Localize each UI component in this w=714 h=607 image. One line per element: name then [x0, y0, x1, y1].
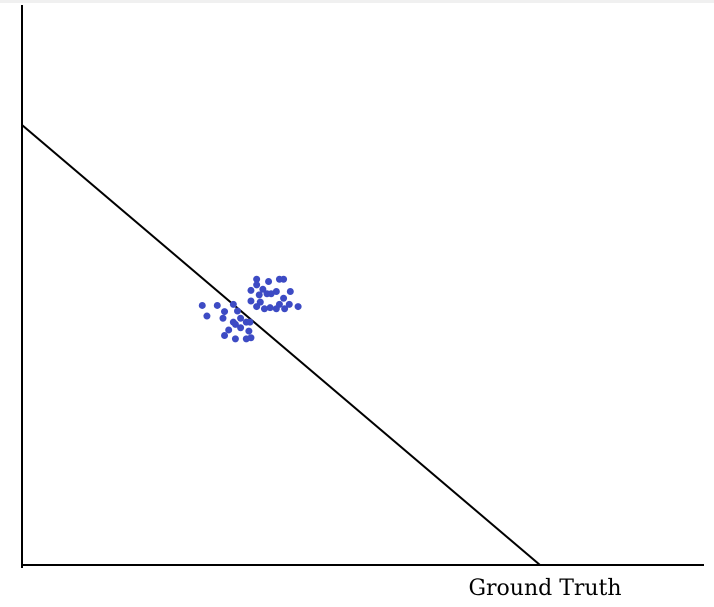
data-point — [272, 305, 280, 313]
data-point — [237, 324, 245, 332]
data-point — [229, 300, 237, 308]
data-point — [242, 335, 250, 343]
x-axis-label: Ground Truth — [468, 576, 621, 601]
data-point — [213, 301, 221, 309]
data-point — [253, 303, 261, 311]
data-point — [281, 305, 289, 313]
data-point — [237, 314, 245, 322]
data-point — [294, 303, 302, 311]
window-top-border — [0, 0, 714, 3]
data-point — [285, 300, 293, 308]
data-point — [255, 291, 263, 299]
data-point — [265, 278, 273, 286]
data-point — [253, 275, 261, 283]
data-point — [286, 288, 294, 296]
data-points — [198, 275, 302, 343]
data-point — [266, 304, 274, 312]
data-point — [246, 318, 254, 326]
data-point — [225, 326, 233, 334]
data-point — [267, 290, 275, 298]
data-point — [247, 297, 255, 305]
data-point — [219, 314, 227, 322]
data-point — [229, 318, 237, 326]
data-point — [260, 305, 268, 313]
data-point — [247, 286, 255, 294]
data-point — [280, 275, 288, 283]
data-point — [221, 308, 229, 316]
data-point — [198, 301, 206, 309]
data-point — [280, 294, 288, 302]
reference-line — [21, 124, 541, 566]
data-point — [203, 312, 211, 320]
data-point — [233, 307, 241, 315]
data-point — [221, 332, 229, 340]
data-point — [231, 335, 239, 343]
data-point — [253, 281, 261, 289]
data-point — [245, 327, 253, 335]
data-point — [259, 285, 267, 293]
